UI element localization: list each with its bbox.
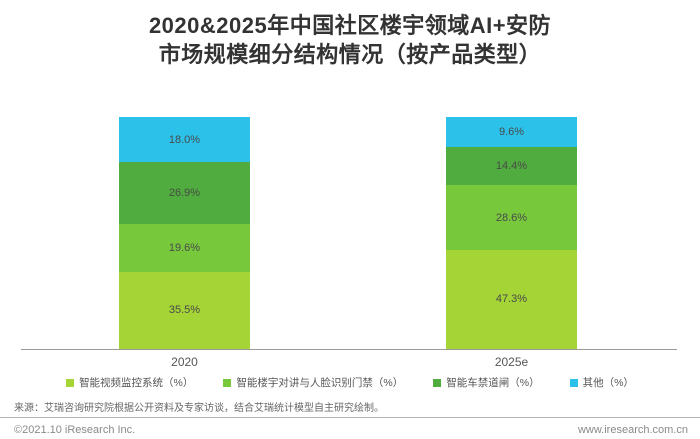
legend-label: 智能车禁道闸（%） — [446, 377, 540, 389]
bar-segment-label: 47.3% — [495, 293, 528, 306]
footer-divider — [0, 417, 700, 418]
bar-segment-label: 28.6% — [495, 211, 528, 224]
footer-copyright: ©2021.10 iResearch Inc. — [14, 424, 136, 436]
bar-segment: 9.6% — [446, 117, 577, 147]
x-axis-line — [21, 349, 677, 350]
legend-swatch-icon — [569, 378, 578, 387]
bar-segment-label: 35.5% — [168, 304, 201, 317]
bar-segment: 28.6% — [446, 185, 577, 250]
stacked-bar-2025e: 9.6% 14.4% 28.6% 47.3% — [446, 117, 577, 349]
bar-segment: 47.3% — [446, 249, 577, 349]
bar-segment: 14.4% — [446, 146, 577, 186]
x-axis-category-label: 2020 — [171, 355, 198, 369]
chart-title-line1: 2020&2025年中国社区楼宇领域AI+安防 — [148, 13, 552, 38]
bar-segment-label: 9.6% — [498, 125, 525, 138]
source-note: 来源：艾瑞咨询研究院根据公开资料及专家访谈，结合艾瑞统计模型自主研究绘制。 — [14, 403, 384, 414]
bar-segment: 19.6% — [119, 223, 250, 272]
legend-item: 智能楼宇对讲与人脸识别门禁（%） — [223, 375, 403, 390]
x-axis-category-label: 2025e — [494, 355, 529, 369]
stacked-bar-2020: 18.0% 26.9% 19.6% 35.5% — [119, 117, 250, 349]
bar-segment: 26.9% — [119, 162, 250, 224]
bar-segment-label: 18.0% — [168, 133, 201, 146]
legend-item: 智能车禁道闸（%） — [433, 375, 540, 390]
legend-item: 智能视频监控系统（%） — [66, 375, 193, 390]
bar-segment: 35.5% — [119, 271, 250, 349]
chart-title: 2020&2025年中国社区楼宇领域AI+安防 市场规模细分结构情况（按产品类型… — [0, 11, 700, 69]
legend-item: 其他（%） — [569, 375, 634, 390]
bar-segment-label: 19.6% — [168, 241, 201, 254]
chart-title-line2: 市场规模细分结构情况（按产品类型） — [158, 42, 542, 67]
bar-segment-label: 14.4% — [495, 159, 528, 172]
legend-swatch-icon — [66, 378, 75, 387]
chart-legend: 智能视频监控系统（%） 智能楼宇对讲与人脸识别门禁（%） 智能车禁道闸（%） 其他（%… — [0, 375, 700, 390]
legend-swatch-icon — [433, 378, 442, 387]
bar-segment: 18.0% — [119, 117, 250, 163]
legend-label: 其他（%） — [582, 377, 634, 389]
legend-swatch-icon — [223, 378, 232, 387]
legend-label: 智能楼宇对讲与人脸识别门禁（%） — [236, 377, 404, 389]
legend-label: 智能视频监控系统（%） — [79, 377, 194, 389]
bar-segment-label: 26.9% — [168, 186, 201, 199]
footer-website: www.iresearch.com.cn — [577, 424, 688, 436]
